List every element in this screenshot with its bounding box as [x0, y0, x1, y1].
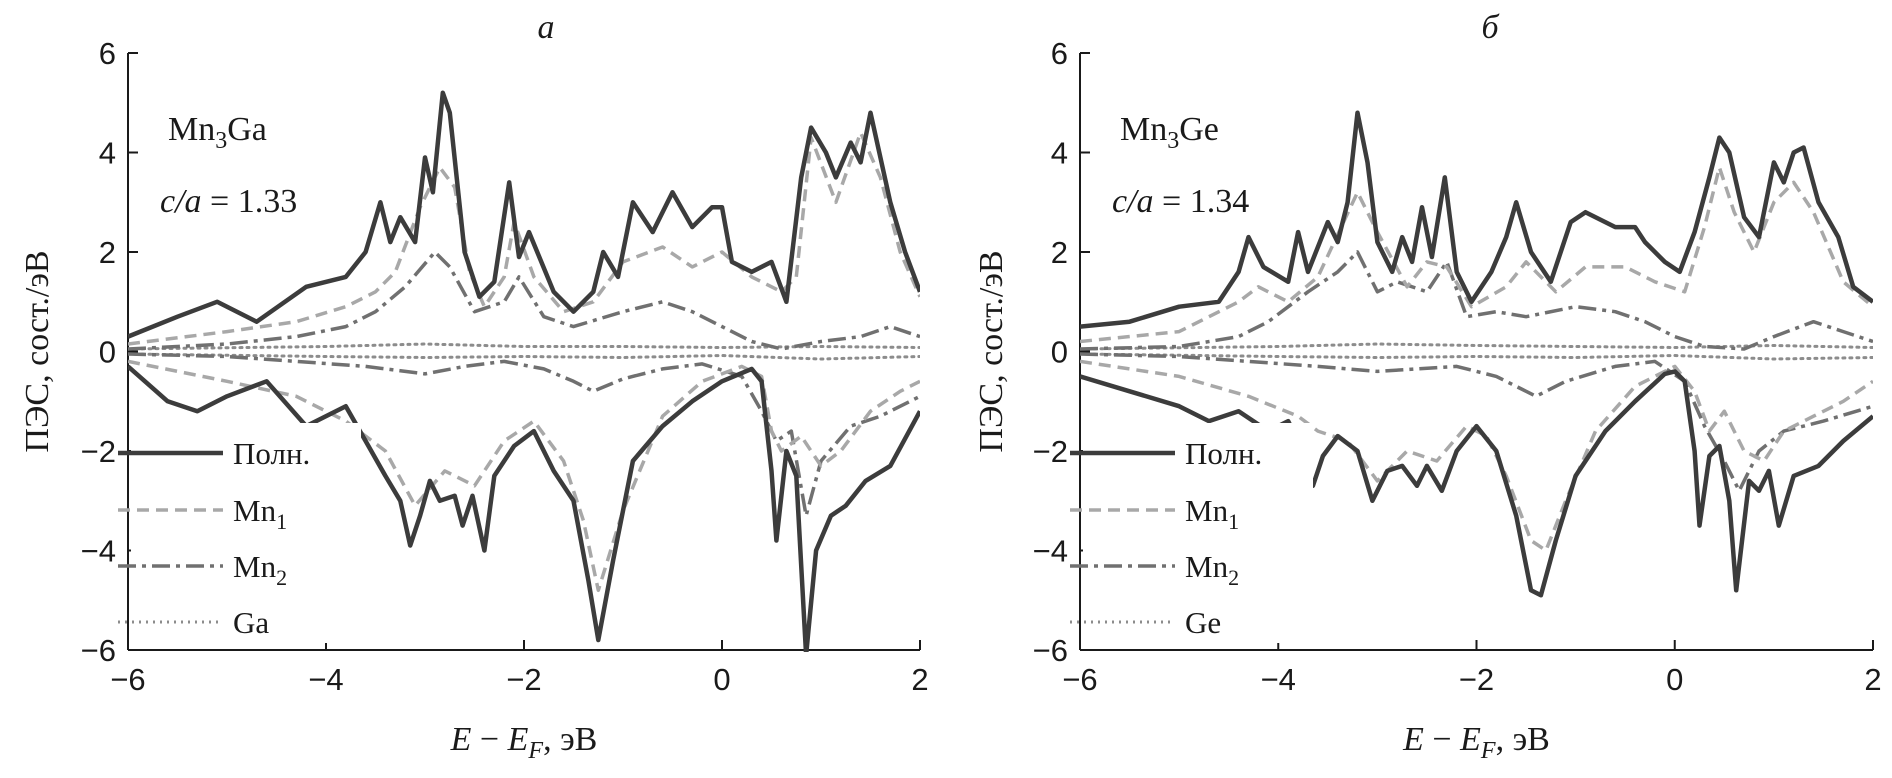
x-axis-label: E − EF, эВ [1402, 721, 1550, 764]
y-tick-label: −4 [1033, 534, 1068, 569]
legend-label: Полн. [1185, 436, 1262, 471]
y-tick-label: 6 [1051, 36, 1068, 71]
series-line-mn2-down [128, 352, 920, 518]
ratio-label: c/a = 1.33 [160, 183, 297, 220]
legend-background [131, 423, 361, 643]
y-tick-label: 0 [99, 335, 116, 370]
legend-label: Mn1 [233, 493, 287, 534]
y-tick-label: −4 [81, 534, 116, 569]
x-tick-label: 2 [1864, 662, 1881, 697]
y-tick-label: 2 [1051, 235, 1068, 270]
x-label-unit: , эВ [543, 721, 597, 758]
panel-title: а [538, 9, 555, 46]
x-tick-label: −6 [110, 662, 145, 697]
x-tick-label: −4 [1261, 662, 1296, 697]
series-line-полн-up [1080, 110, 1873, 329]
ratio-value: = 1.33 [202, 183, 298, 220]
y-axis-label: ПЭС, сост./эВ [19, 250, 56, 452]
x-tick-label: −4 [308, 662, 343, 697]
x-label-sub: F [527, 738, 543, 764]
compound-sub: 3 [1167, 128, 1179, 154]
legend-label-name: Mn [1185, 493, 1229, 528]
ratio-value: = 1.34 [1154, 183, 1250, 220]
x-label-var: E [1402, 721, 1424, 758]
panel-title: б [1481, 9, 1500, 46]
legend-label-name: Mn [233, 493, 277, 528]
series-line-mn1-up [1080, 165, 1873, 344]
legend-label: Полн. [233, 436, 310, 471]
legend-label-sub: 2 [1228, 565, 1239, 590]
legend-label: Ge [1185, 605, 1221, 640]
y-tick-label: 6 [99, 36, 116, 71]
compound-base: Mn [168, 111, 215, 148]
legend-label: Ga [233, 605, 269, 640]
compound-label: Mn3Ga [168, 111, 267, 154]
ratio-var: c/a [160, 183, 202, 220]
x-label-unit: , эВ [1496, 721, 1550, 758]
series-line-mn2-down [1080, 352, 1873, 493]
y-tick-label: −2 [81, 434, 116, 469]
legend-label: Mn2 [233, 549, 287, 590]
compound-rest: Ge [1179, 111, 1219, 148]
compound-base: Mn [1120, 111, 1167, 148]
legend-label: Mn2 [1185, 549, 1239, 590]
legend-label-name: Полн. [233, 436, 310, 471]
legend-label: Mn1 [1185, 493, 1239, 534]
x-label-var: E [450, 721, 472, 758]
y-tick-label: −6 [1033, 633, 1068, 668]
legend-label-name: Полн. [1185, 436, 1262, 471]
x-tick-label: −2 [1459, 662, 1494, 697]
legend-label-sub: 1 [1228, 509, 1239, 534]
series-line-mn1-down [128, 359, 920, 593]
series-line-полн-up [128, 90, 920, 339]
x-tick-label: 0 [1666, 662, 1683, 697]
y-tick-label: −6 [81, 633, 116, 668]
x-tick-label: −2 [506, 662, 541, 697]
y-tick-label: 0 [1051, 335, 1068, 370]
x-label-sep: − [1424, 721, 1460, 758]
x-label-var2: E [1459, 721, 1481, 758]
y-axis-label: ПЭС, сост./эВ [973, 250, 1010, 452]
series-line-mn2-up [1080, 250, 1873, 351]
x-tick-label: 0 [713, 662, 730, 697]
y-tick-label: −2 [1033, 434, 1068, 469]
legend-label-name: Ge [1185, 605, 1221, 640]
legend-background [1083, 423, 1313, 643]
x-axis-label: E − EF, эВ [450, 721, 598, 764]
ratio-label: c/a = 1.34 [1112, 183, 1249, 220]
ratio-var: c/a [1112, 183, 1154, 220]
legend-label-sub: 2 [276, 565, 287, 590]
legend-label-name: Ga [233, 605, 269, 640]
legend-label-name: Mn [233, 549, 277, 584]
series-line-mn1-up [128, 130, 920, 346]
legend-label-name: Mn [1185, 549, 1229, 584]
compound-rest: Ga [227, 111, 267, 148]
series-line-mn1-down [1080, 359, 1873, 553]
x-label-sub: F [1480, 738, 1496, 764]
x-label-sep: − [471, 721, 507, 758]
series-line-полн-down [128, 364, 920, 652]
x-label-var2: E [507, 721, 529, 758]
y-tick-label: 4 [1051, 136, 1068, 171]
x-tick-label: 2 [911, 662, 928, 697]
x-tick-label: −6 [1062, 662, 1097, 697]
series-line-mn2-up [128, 250, 920, 351]
legend-label-sub: 1 [276, 509, 287, 534]
y-tick-label: 4 [99, 136, 116, 171]
compound-sub: 3 [215, 128, 227, 154]
compound-label: Mn3Ge [1120, 111, 1219, 154]
y-tick-label: 2 [99, 235, 116, 270]
